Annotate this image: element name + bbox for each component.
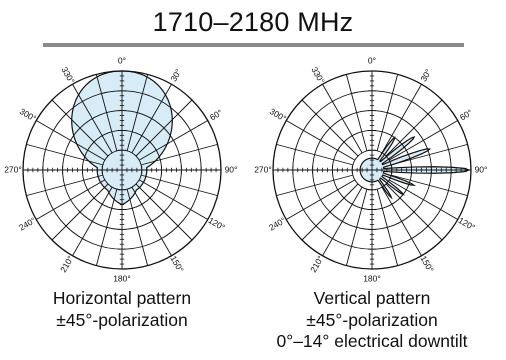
horizontal-caption-line-1: Horizontal pattern [52, 288, 192, 308]
vertical-grid-spoke [391, 174, 468, 197]
vertical-angle-label: 120° [457, 215, 477, 232]
horizontal-angle-label: 330° [59, 65, 76, 85]
vertical-caption-line-1: Vertical pattern [313, 288, 431, 308]
horizontal-grid-spoke [95, 189, 118, 266]
vertical-grid-spoke [301, 99, 359, 157]
horizontal-angle-label: 0° [118, 55, 126, 65]
horizontal-grid-spoke [72, 186, 113, 256]
vertical-grid-spoke [388, 179, 458, 220]
horizontal-grid-spoke [126, 74, 149, 151]
vertical-grid-spoke [276, 174, 353, 197]
horizontal-pattern-outline [71, 70, 173, 206]
vertical-grid-spoke [376, 74, 399, 151]
vertical-angle-label: 210° [308, 254, 325, 274]
vertical-pattern-plot: 0° 30° 60° 90° 120° 150° 180° 210° 240° 270° 300° 3… [254, 55, 487, 283]
horizontal-grid-spoke [26, 174, 103, 197]
title-divider [43, 43, 464, 47]
vertical-caption-line-3: 0°–14° electrical downtilt [276, 331, 468, 351]
horizontal-grid-spoke [135, 99, 193, 157]
horizontal-angle-label: 90° [225, 164, 238, 174]
horizontal-grid-spoke [126, 189, 149, 266]
horizontal-angle-label: 240° [17, 215, 37, 232]
vertical-grid-spoke [286, 120, 356, 161]
horizontal-grid-spoke [36, 120, 106, 161]
vertical-grid-spoke [345, 189, 368, 266]
vertical-caption-line-2: ±45°-polarization [306, 309, 438, 330]
vertical-angle-label: 30° [418, 67, 433, 83]
horizontal-grid-spoke [131, 84, 172, 154]
horizontal-grid-spoke [51, 183, 109, 241]
vertical-grid-spoke [385, 183, 443, 241]
horizontal-grid-spoke [36, 179, 106, 220]
horizontal-grid-spoke [141, 143, 218, 166]
horizontal-angle-label: 270° [4, 164, 22, 174]
horizontal-angle-label: 210° [58, 254, 75, 274]
vertical-angle-label: 180° [363, 273, 381, 283]
vertical-grid-spoke [388, 120, 458, 161]
vertical-angle-label: 150° [418, 254, 435, 274]
vertical-grid-spoke [385, 99, 443, 157]
horizontal-grid-spoke [131, 186, 172, 256]
vertical-grid-spoke [301, 183, 359, 241]
vertical-grid-spoke [276, 143, 353, 166]
vertical-grid-spoke [345, 74, 368, 151]
vertical-grid-spoke [286, 179, 356, 220]
horizontal-angle-label: 180° [113, 273, 131, 283]
horizontal-angle-label: 60° [208, 107, 224, 122]
horizontal-pattern-caption: Horizontal pattern ±45°-polarization [12, 288, 232, 331]
figure-title: 1710–2180 MHz [152, 7, 354, 37]
vertical-grid-spoke [391, 143, 468, 166]
vertical-angle-label: 300° [268, 106, 288, 123]
horizontal-grid-spoke [135, 183, 193, 241]
vertical-grid-spoke [322, 84, 363, 154]
horizontal-grid-spoke [72, 84, 113, 154]
horizontal-grid-spoke [51, 99, 109, 157]
vertical-angle-label: 270° [254, 164, 272, 174]
vertical-grid-spoke [381, 186, 422, 256]
horizontal-grid-spoke [141, 174, 218, 197]
vertical-angle-label: 240° [267, 215, 287, 232]
vertical-pattern-caption: Vertical pattern ±45°-polarization 0°–14… [232, 288, 506, 353]
horizontal-grid-spoke [138, 120, 208, 161]
horizontal-caption-line-2: ±45°-polarization [56, 309, 188, 330]
horizontal-angle-label: 30° [168, 67, 183, 83]
vertical-grid-spoke [381, 84, 422, 154]
horizontal-angle-label: 120° [207, 215, 227, 232]
horizontal-angle-label: 150° [168, 254, 185, 274]
vertical-angle-label: 0° [368, 55, 376, 65]
horizontal-angle-label: 300° [18, 106, 38, 123]
vertical-grid-spoke [322, 186, 363, 256]
vertical-grid-spoke [376, 189, 399, 266]
vertical-angle-label: 60° [458, 107, 474, 122]
horizontal-pattern-plot: 0° 30° 60° 90° 120° 150° 180° 210° 240° 270° 300° 3… [4, 55, 237, 283]
horizontal-grid-spoke [95, 74, 118, 151]
vertical-angle-label: 330° [309, 65, 326, 85]
horizontal-grid-spoke [138, 179, 208, 220]
vertical-pattern-outline [359, 136, 471, 200]
vertical-angle-label: 90° [475, 164, 488, 174]
horizontal-grid-spoke [26, 143, 103, 166]
